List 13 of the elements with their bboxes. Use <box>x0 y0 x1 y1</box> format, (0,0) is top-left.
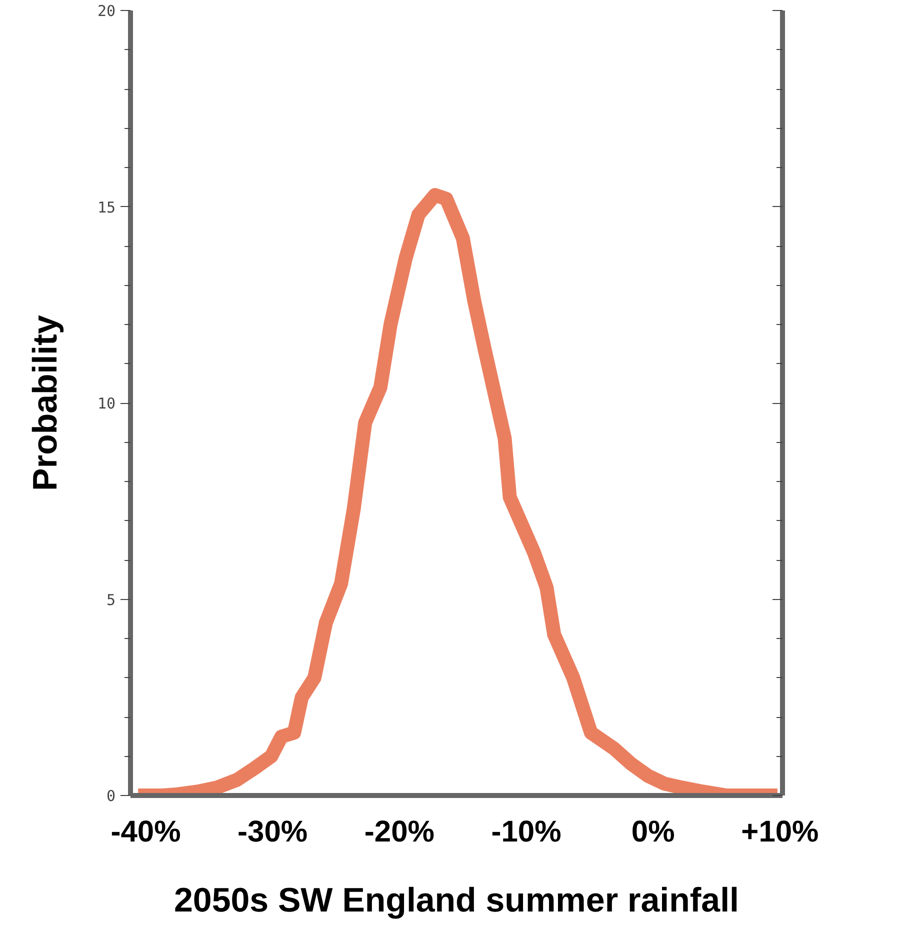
x-tick-label: -40% <box>110 816 181 848</box>
x-tick-label: -30% <box>238 816 308 848</box>
y-tick-label: 15 <box>97 198 116 216</box>
x-tick-label: 0% <box>631 816 675 848</box>
y-tick-label: 10 <box>97 394 116 412</box>
y-tick-label: 20 <box>97 2 116 20</box>
x-tick-label: -20% <box>364 816 434 848</box>
y-axis-title: Probability <box>26 315 64 491</box>
x-tick-label: +10% <box>741 816 819 848</box>
y-tick-label: 0 <box>106 787 116 805</box>
y-tick-label: 5 <box>106 590 116 609</box>
x-tick-label: -10% <box>491 816 562 848</box>
x-axis-title: 2050s SW England summer rainfall <box>174 882 739 920</box>
